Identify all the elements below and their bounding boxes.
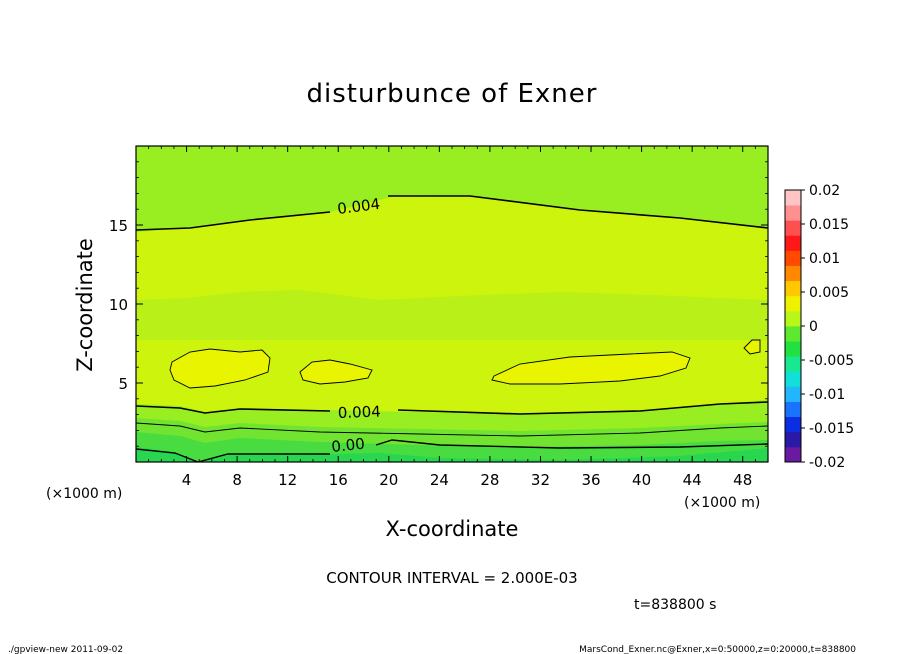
band-top-region [136,146,768,232]
colorbar-label: -0.015 [809,421,854,437]
high-blob [300,360,372,384]
colorbar-swatch [785,190,801,206]
x-tick-label: 4 [182,471,192,489]
x-axis: 4 8 12 16 20 24 28 32 36 40 44 48 [148,146,756,489]
colorbar-swatch [785,341,801,357]
colorbar-label: -0.01 [809,387,845,403]
contour-line [169,348,271,389]
contour-plot: 0.004 0.004 0.00 [135,145,769,463]
x-tick-label: 32 [531,471,550,489]
colorbar-swatch [785,386,801,402]
colorbar-swatch [785,250,801,266]
contour-line [397,401,768,415]
colorbar-label: -0.005 [809,353,854,369]
high-blob [744,340,760,354]
y-tick-label: 10 [109,296,128,314]
contour-line [388,195,768,229]
contour-line [136,211,331,231]
colorbar-label: 0 [809,319,818,335]
high-blob [492,352,690,384]
colorbar-label: 0.015 [809,217,849,233]
x-tick-label: 12 [278,471,297,489]
y-tick-label: 5 [118,375,128,393]
contour-line [136,405,331,414]
footer-right: MarsCond_Exner.nc@Exner,x=0:50000,z=0:20… [579,645,856,654]
x-tick-label: 8 [232,471,242,489]
footer-left: ./gpview-new 2011-09-02 [8,645,123,654]
x-axis-label: X-coordinate [386,517,519,541]
y-axis-label: Z-coordinate [73,238,97,372]
contour-label: 0.004 [336,195,381,218]
x-tick-label: 40 [632,471,651,489]
colorbar-swatch [785,431,801,448]
colorbar-label: 0.005 [809,285,849,301]
colorbar-swatch [785,280,801,297]
colorbar-label: 0.02 [809,183,840,199]
colorbar-swatch [785,416,801,433]
x-tick-label: 36 [581,471,600,489]
band-lowest [136,447,768,462]
chart-title: disturbunce of Exner [307,79,598,109]
contour-line [491,351,691,385]
colorbar-label: -0.02 [809,455,845,471]
contour-line [136,448,330,462]
contour-label: 0.004 [338,403,382,422]
contour-line [375,439,768,449]
colorbar-swatch [785,220,801,236]
contour-interval: CONTOUR INTERVAL = 2.000E-03 [326,569,577,587]
colorbar-swatch [785,401,801,418]
contour-line [743,339,761,355]
colorbar-swatch [785,446,801,463]
contour-line [136,422,768,437]
time-stamp: t=838800 s [634,597,716,613]
colorbar-label: 0.01 [809,251,840,267]
contour-label: 0.00 [331,435,366,456]
colorbar-swatch [785,371,801,387]
x-tick-label: 28 [480,471,499,489]
colorbar-swatch [785,265,801,282]
colorbar-swatch [785,310,801,327]
band-upper-mid [136,290,768,340]
colorbar-swatch [785,295,801,312]
colorbar-swatch [785,205,801,221]
x-tick-label: 44 [683,471,702,489]
contour-line [299,359,373,385]
colorbar-swatch [785,235,801,251]
x-tick-label: 16 [329,471,348,489]
y-tick-label: 15 [109,217,128,235]
colorbar: 0.02 0.015 0.01 0.005 0 -0.005 -0.01 -0.015 -0.0… [784,183,854,471]
high-blob [170,349,270,388]
x-tick-label: 20 [379,471,398,489]
colorbar-swatch [785,356,801,372]
x-tick-label: 48 [733,471,752,489]
x-unit-left: (×1000 m) [46,486,122,502]
x-unit-right: (×1000 m) [684,495,760,511]
x-tick-label: 24 [430,471,449,489]
colorbar-swatch [785,326,801,342]
y-axis: 5 10 15 [109,161,768,447]
